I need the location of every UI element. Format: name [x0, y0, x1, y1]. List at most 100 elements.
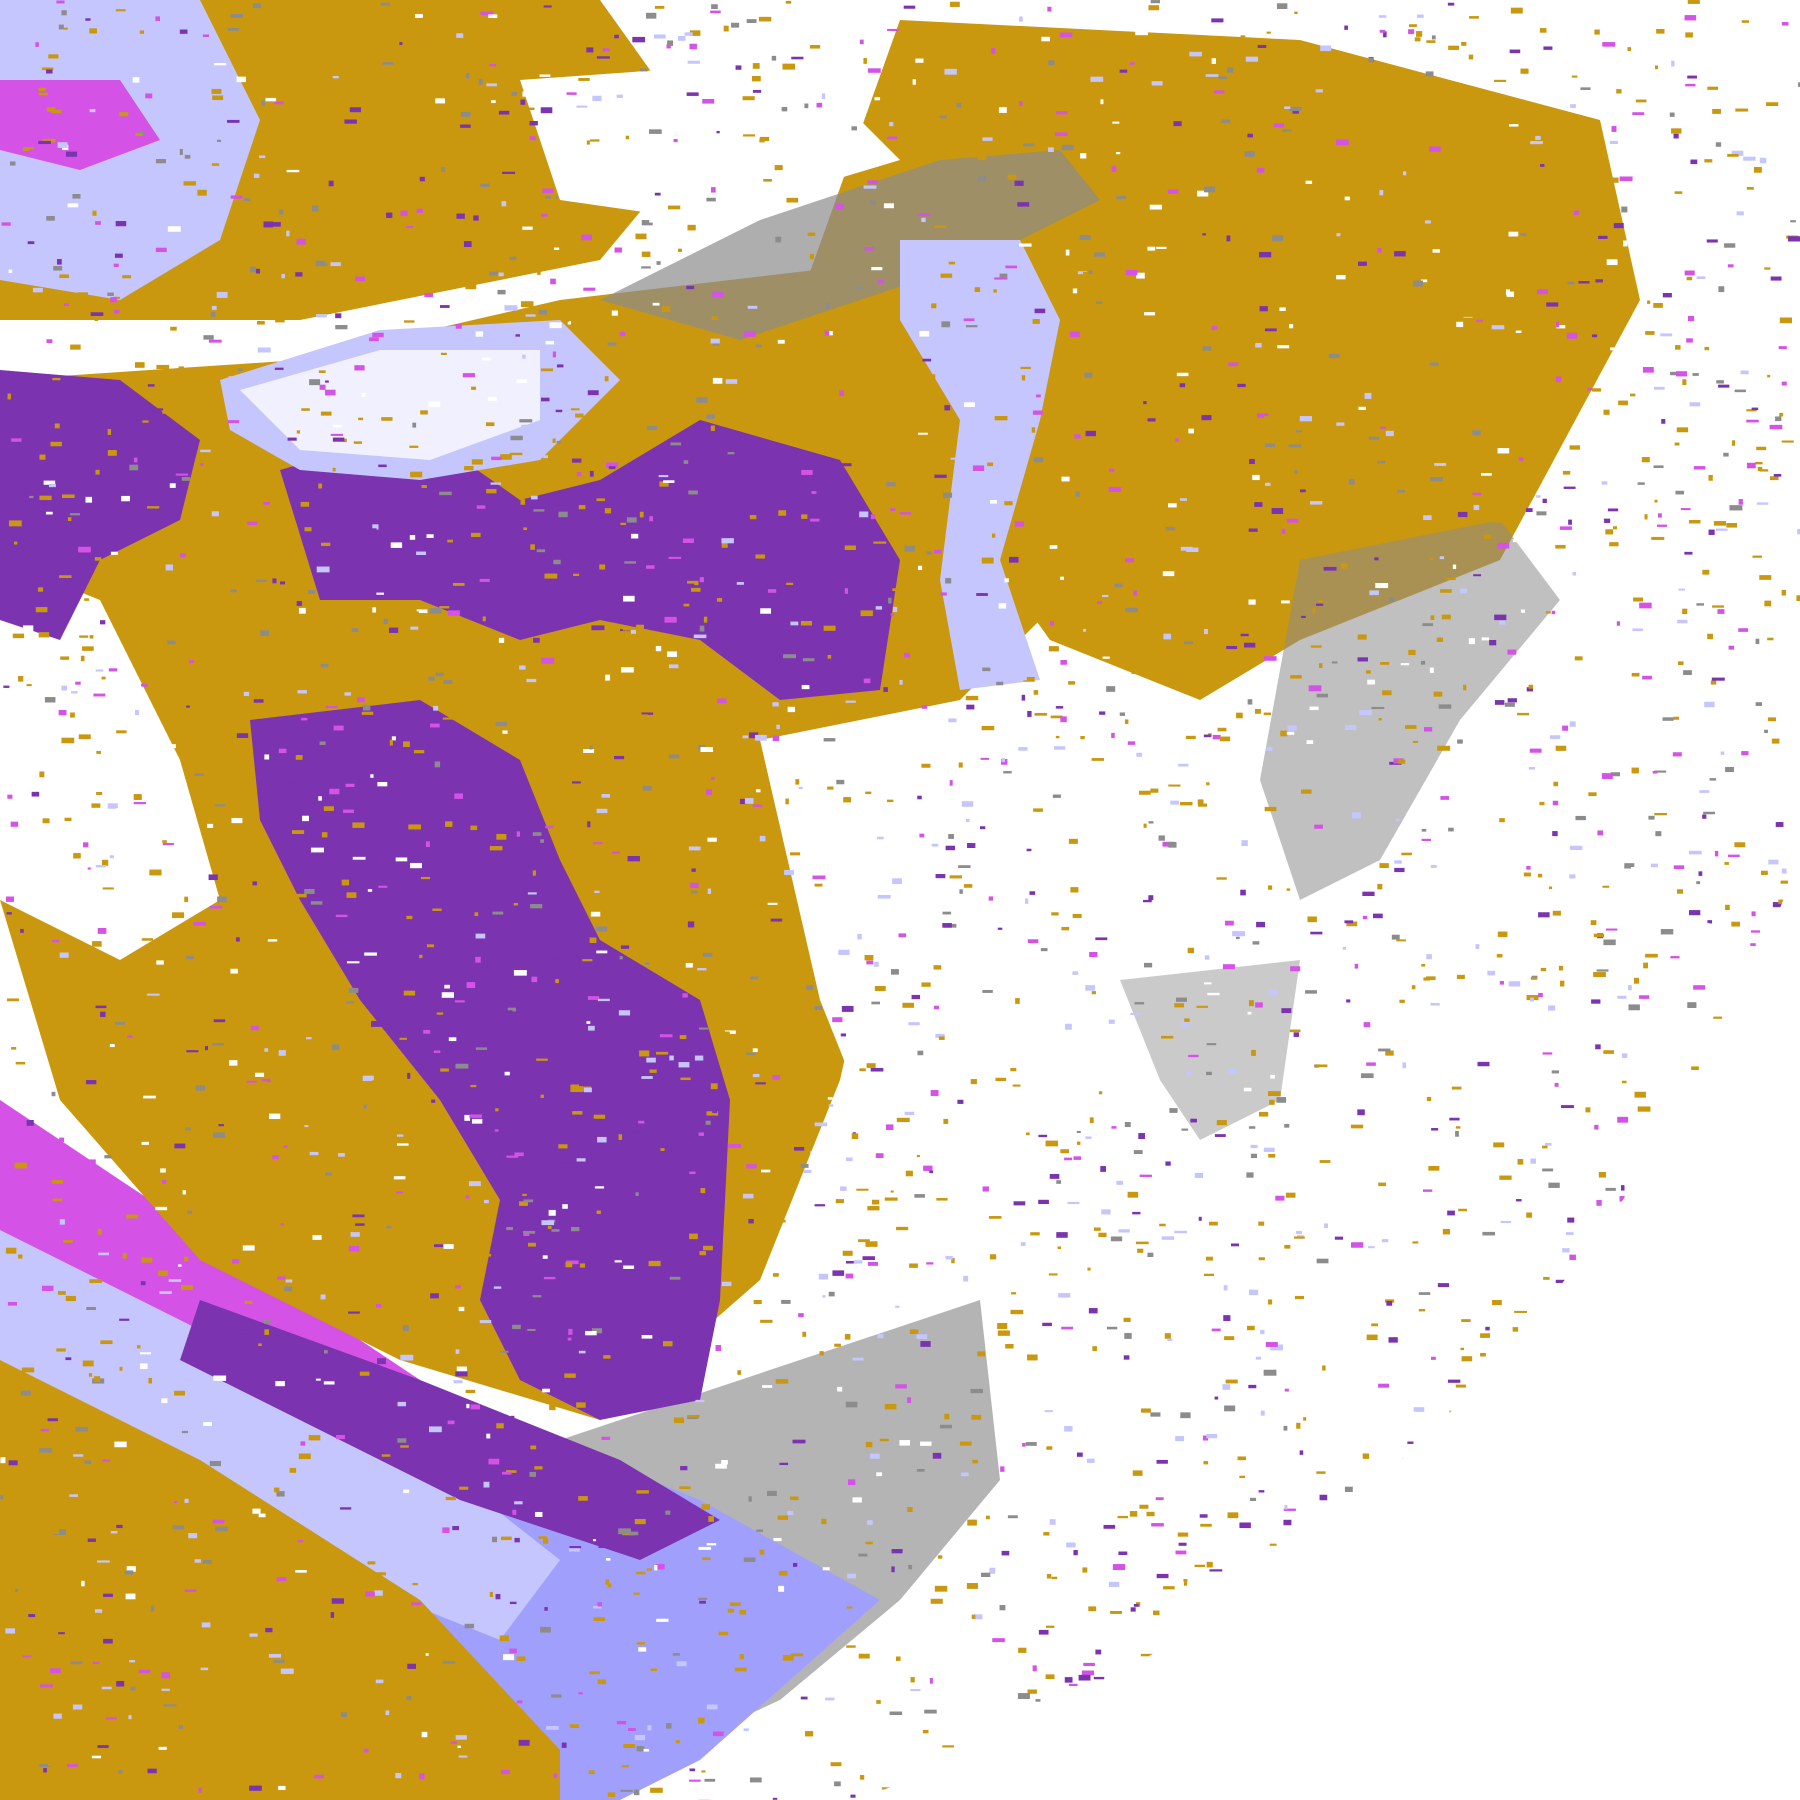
speckle — [666, 1298, 673, 1302]
speckle — [1081, 62, 1089, 68]
speckle — [646, 425, 658, 431]
speckle — [1021, 375, 1026, 381]
speckle — [542, 1538, 549, 1544]
speckle — [1642, 675, 1652, 680]
speckle — [643, 1748, 650, 1752]
speckle — [1005, 265, 1018, 269]
speckle — [800, 620, 813, 626]
speckle — [750, 1777, 762, 1783]
speckle — [1020, 366, 1031, 370]
speckle — [322, 285, 335, 291]
speckle — [1025, 898, 1029, 904]
speckle — [1103, 1524, 1116, 1529]
speckle — [1528, 684, 1534, 689]
speckle — [114, 253, 123, 258]
speckle — [502, 730, 508, 734]
speckle — [471, 459, 483, 465]
speckle — [778, 510, 787, 516]
speckle — [916, 1334, 928, 1340]
speckle — [1114, 583, 1123, 588]
speckle — [708, 1516, 714, 1522]
speckle — [189, 714, 193, 718]
speckle — [1655, 831, 1662, 837]
speckle — [712, 410, 718, 415]
speckle — [1027, 1689, 1037, 1694]
speckle — [1230, 1243, 1240, 1247]
speckle — [273, 654, 281, 658]
speckle — [1457, 881, 1470, 885]
speckle — [188, 660, 195, 664]
speckle — [1394, 867, 1405, 873]
speckle — [231, 1259, 240, 1264]
speckle — [1284, 1686, 1298, 1693]
speckle — [433, 1763, 438, 1769]
speckle — [635, 233, 647, 240]
speckle — [31, 791, 40, 797]
speckle — [95, 669, 104, 672]
speckle — [1430, 477, 1443, 482]
speckle — [564, 1373, 576, 1378]
speckle — [1237, 1456, 1247, 1461]
speckle — [40, 1684, 53, 1688]
speckle — [940, 273, 953, 278]
speckle — [1637, 482, 1645, 485]
speckle — [1156, 1459, 1168, 1464]
speckle — [309, 379, 321, 386]
speckle — [1256, 167, 1265, 173]
speckle — [961, 1472, 969, 1477]
speckle — [844, 588, 849, 594]
speckle — [859, 511, 869, 518]
speckle — [1156, 1573, 1169, 1579]
speckle — [1770, 308, 1782, 315]
speckle — [1027, 710, 1032, 717]
speckle — [887, 28, 899, 32]
speckle — [1673, 1451, 1684, 1458]
speckle — [1596, 969, 1609, 972]
speckle — [1396, 818, 1400, 822]
speckle — [1742, 1616, 1756, 1622]
speckle — [1344, 920, 1354, 924]
speckle — [1734, 842, 1746, 848]
speckle — [1463, 1081, 1476, 1087]
speckle — [1223, 1315, 1231, 1321]
speckle — [425, 1653, 429, 1656]
speckle — [1496, 1602, 1509, 1605]
speckle — [53, 265, 63, 271]
speckle — [859, 39, 864, 45]
speckle — [1060, 716, 1067, 723]
speckle — [456, 1542, 462, 1547]
speckle — [1005, 1343, 1014, 1349]
speckle — [820, 502, 829, 508]
speckle — [56, 0, 65, 4]
speckle — [1141, 343, 1148, 349]
speckle — [309, 1151, 319, 1156]
speckle — [1206, 1433, 1218, 1439]
speckle — [126, 1214, 139, 1219]
speckle — [1117, 1515, 1129, 1519]
speckle — [1025, 1132, 1030, 1136]
speckle — [636, 1746, 645, 1752]
speckle — [1199, 1514, 1208, 1518]
speckle — [95, 469, 100, 475]
speckle — [174, 1143, 186, 1149]
speckle — [1676, 1219, 1685, 1226]
speckle — [970, 1079, 977, 1085]
speckle — [1763, 1201, 1774, 1205]
speckle — [268, 1654, 282, 1658]
speckle — [428, 676, 435, 681]
speckle — [501, 1010, 513, 1013]
speckle — [1552, 831, 1558, 837]
speckle — [92, 941, 102, 947]
speckle — [197, 189, 207, 196]
speckle — [711, 316, 718, 321]
speckle — [1165, 1161, 1171, 1166]
speckle — [1554, 1082, 1559, 1087]
speckle — [678, 1062, 690, 1068]
speckle — [1688, 1520, 1697, 1527]
speckle — [69, 513, 80, 516]
speckle — [778, 1570, 788, 1576]
speckle — [543, 455, 548, 459]
speckle — [587, 996, 600, 1000]
speckle — [601, 794, 610, 798]
speckle — [211, 88, 222, 94]
